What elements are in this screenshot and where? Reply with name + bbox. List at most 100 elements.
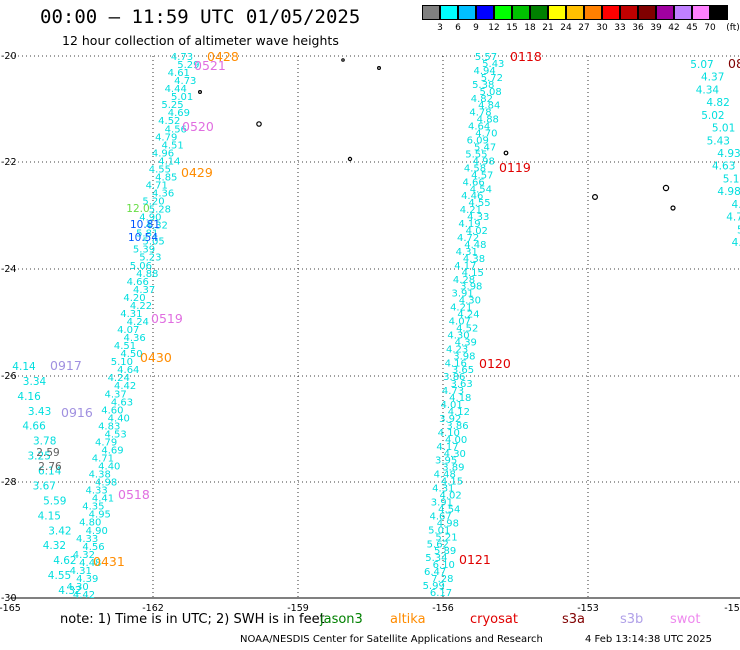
pass-time-label: 0521 [194, 58, 226, 73]
colorbar-swatch [440, 5, 458, 20]
wave-height-label: 4.36 [152, 189, 174, 200]
wave-height-label: 4.82 [471, 94, 493, 105]
axis-labels: -165 -162 -159 -156 -153 -150 -20 -22 -24 -26 -28 -… [0, 51, 740, 614]
wave-height-label: 7.28 [431, 574, 453, 585]
wave-height-label: 4.35 [82, 502, 104, 513]
wave-height-label: 4.32 [146, 221, 168, 232]
wave-height-label: 4.55 [149, 164, 171, 175]
satellite-legend-cryosat: cryosat [470, 612, 518, 627]
island-outline [591, 194, 598, 201]
wave-height-label: 4.21 [450, 303, 472, 314]
wave-height-label: 5.43 [707, 135, 730, 147]
wave-height-label: 4.18 [449, 393, 471, 404]
wave-height-label: 4.28 [453, 275, 475, 286]
wave-height-label: 5.02 [701, 110, 724, 122]
colorbar-swatch [548, 5, 566, 20]
wave-height-label: 4.36 [123, 333, 145, 344]
wave-height-label: 5.10 [111, 357, 133, 368]
colorbar-label: 18 [524, 23, 536, 33]
colorbar-label: 33 [614, 23, 626, 33]
wave-height-label: 4.94 [473, 66, 495, 77]
wave-height-label: 4.51 [161, 140, 183, 151]
wave-height-label: 4.60 [101, 405, 123, 416]
island-outline [198, 89, 203, 94]
island-outline [256, 121, 262, 127]
wave-height-label: 4.37 [133, 285, 155, 296]
wave-height-label: 4.48 [434, 470, 456, 481]
wave-height-label: 4.90 [86, 526, 108, 537]
pass-time-label: 0917 [50, 358, 82, 373]
wave-height-label: 4.79 [155, 132, 177, 143]
wave-height-label: 3.92 [439, 414, 461, 425]
wave-height-label: 4.95 [89, 510, 111, 521]
wave-height-label: 5.57 [475, 52, 497, 63]
colorbar-swatch [674, 5, 692, 20]
wave-height-label: 4.56 [82, 542, 104, 553]
wave-height-label: 3.67 [33, 481, 56, 493]
pass-time-label: 0431 [93, 554, 125, 569]
wave-height-label: 4.64 [468, 122, 490, 133]
wave-height-label: 4.69 [168, 108, 190, 119]
wave-height-label: 4.30 [447, 330, 469, 341]
wave-height-label: 10.81 [130, 219, 160, 231]
colorbar-label: 39 [650, 23, 662, 33]
wave-height-label: 4.57 [471, 170, 493, 181]
pass-time-label: 0121 [459, 552, 491, 567]
y-tick-label: -20 [1, 51, 17, 62]
x-tick-label: -156 [432, 603, 454, 614]
wave-height-label: 4.00 [445, 435, 467, 446]
wave-height-label: 4.32 [58, 585, 81, 597]
colorbar-swatch [422, 5, 440, 20]
colorbar-swatch [602, 5, 620, 20]
wave-height-label: 4.79 [95, 437, 117, 448]
wave-height-label: 4.90 [139, 213, 161, 224]
wave-height-label: 6.17 [430, 588, 452, 599]
wave-height-label: 5.23 [139, 253, 161, 264]
wave-height-label: 4.48 [79, 558, 101, 569]
wave-height-label: 4.85 [155, 172, 177, 183]
wave-height-label: 3.98 [460, 282, 482, 293]
satellite-legend-altika: altika [390, 612, 426, 627]
pass-time-label: 0119 [499, 160, 531, 175]
wave-height-label: 4.55 [468, 198, 490, 209]
wave-height-label: 4.44 [165, 84, 187, 95]
colorbar-swatch [692, 5, 710, 20]
wave-height-label: 4.31 [70, 566, 92, 577]
wave-height-label: 4.07 [449, 317, 471, 328]
satellite-legend-s3a: s3a [562, 612, 586, 627]
wave-height-label: 5.89 [434, 546, 456, 557]
colorbar-swatch [530, 5, 548, 20]
wave-height-label: 6.10 [433, 560, 455, 571]
x-tick-label: -162 [142, 603, 164, 614]
wave-height-label: 4.8 [732, 237, 740, 249]
wave-height-label: 4.98 [95, 478, 117, 489]
wave-height-label: 4.01 [440, 400, 462, 411]
wave-height-label: 4.39 [76, 574, 98, 585]
wave-height-label: 5.99 [423, 581, 445, 592]
wave-height-label: 4.98 [437, 518, 459, 529]
colorbar-label: 24 [560, 23, 572, 33]
wave-height-label: 4.15 [441, 477, 463, 488]
wave-height-label: 5.62 [427, 539, 449, 550]
wave-height-label: 5.1 [737, 224, 740, 236]
colorbar-label: 30 [596, 23, 608, 33]
x-tick-label: -159 [287, 603, 309, 614]
pass-time-label: 0518 [118, 487, 150, 502]
x-tick-label: -150 [724, 603, 740, 614]
wave-height-label: 6.14 [38, 466, 62, 478]
x-tick-label: -153 [577, 603, 599, 614]
chart-subtitle: 12 hour collection of altimeter wave hei… [62, 33, 339, 48]
wave-height-label: 4.73 [442, 386, 464, 397]
wave-height-label: 10.54 [128, 232, 158, 244]
wave-height-label: 4.22 [130, 301, 152, 312]
wave-height-label: 4.16 [17, 391, 41, 403]
wave-height-label: 4.83 [98, 421, 120, 432]
colorbar-swatch [710, 5, 728, 20]
wave-height-label: 3.86 [443, 372, 465, 383]
wave-height-label: 5.21 [435, 532, 457, 543]
wave-height-label: 5.05 [142, 237, 164, 248]
wave-height-label: 4.31 [432, 484, 454, 495]
wave-height-label: 4.50 [120, 349, 142, 360]
wave-height-label: 4.42 [114, 381, 136, 392]
wave-height-label: 4.71 [92, 454, 114, 465]
